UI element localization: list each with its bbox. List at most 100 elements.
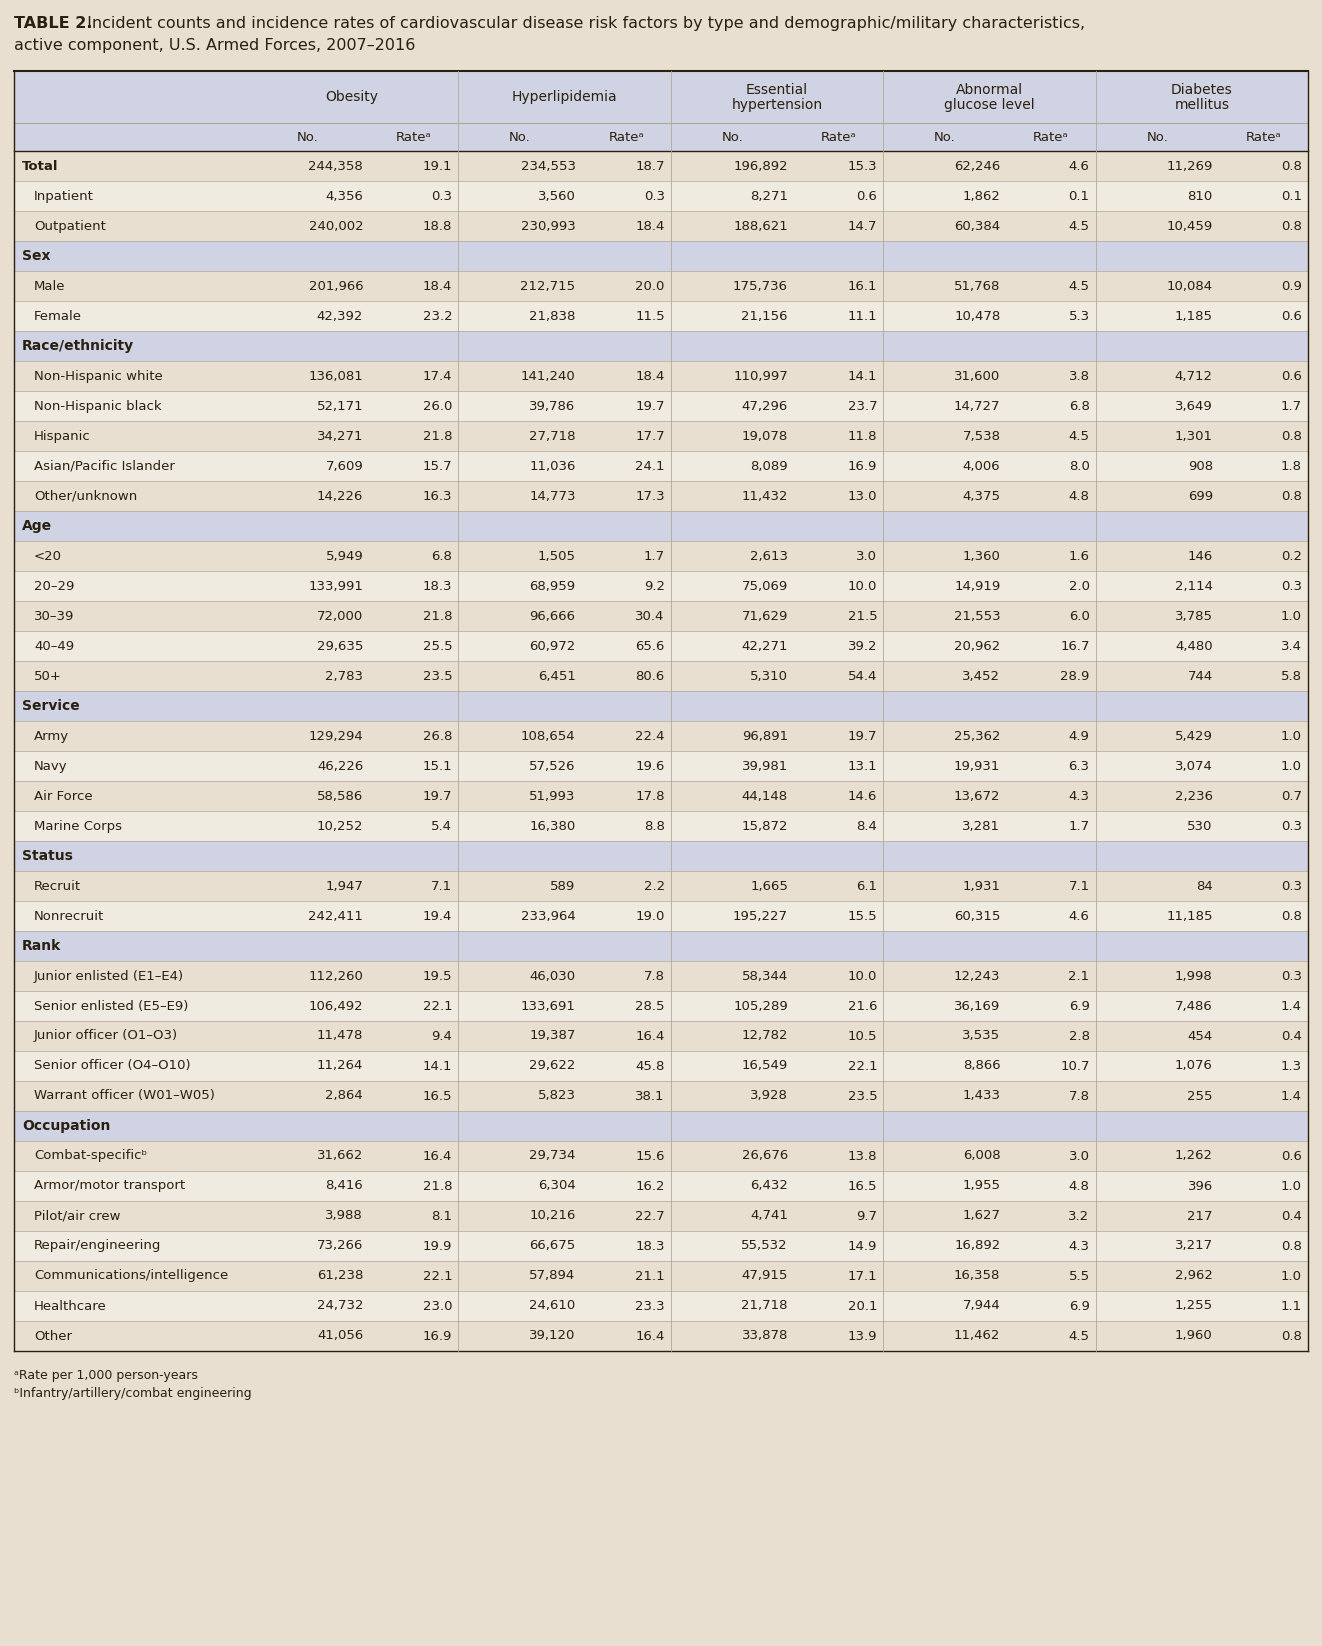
Text: 21.8: 21.8 xyxy=(423,609,452,622)
Bar xyxy=(15,1052,1307,1081)
Bar xyxy=(15,571,1307,601)
Text: 21,156: 21,156 xyxy=(742,309,788,323)
Text: 46,030: 46,030 xyxy=(530,969,575,983)
Text: 16.4: 16.4 xyxy=(423,1149,452,1162)
Bar xyxy=(15,331,1307,360)
Text: 22.1: 22.1 xyxy=(423,999,452,1012)
Text: No.: No. xyxy=(933,130,956,143)
Text: 39,120: 39,120 xyxy=(529,1330,575,1343)
Text: 4.6: 4.6 xyxy=(1068,910,1089,922)
Text: 1,627: 1,627 xyxy=(962,1210,1001,1223)
Text: Rateᵃ: Rateᵃ xyxy=(821,130,857,143)
Text: 16.9: 16.9 xyxy=(847,459,878,472)
Text: 1,360: 1,360 xyxy=(962,550,1001,563)
Text: Nonrecruit: Nonrecruit xyxy=(34,910,104,922)
Text: 8.1: 8.1 xyxy=(431,1210,452,1223)
Text: 234,553: 234,553 xyxy=(521,160,575,173)
Text: No.: No. xyxy=(296,130,319,143)
Text: 4.5: 4.5 xyxy=(1068,1330,1089,1343)
Text: 23.0: 23.0 xyxy=(423,1299,452,1312)
Text: ᵃRate per 1,000 person-years: ᵃRate per 1,000 person-years xyxy=(15,1369,198,1383)
Text: 39,786: 39,786 xyxy=(529,400,575,413)
Text: 62,246: 62,246 xyxy=(954,160,1001,173)
Text: 1.0: 1.0 xyxy=(1281,609,1302,622)
Text: 50+: 50+ xyxy=(34,670,62,683)
Text: 19.9: 19.9 xyxy=(423,1239,452,1253)
Text: 31,600: 31,600 xyxy=(954,369,1001,382)
Text: 17.8: 17.8 xyxy=(636,790,665,803)
Text: 1.3: 1.3 xyxy=(1281,1060,1302,1073)
Text: 0.8: 0.8 xyxy=(1281,160,1302,173)
Text: Total: Total xyxy=(22,160,58,173)
Text: 10.7: 10.7 xyxy=(1060,1060,1089,1073)
Text: 16.4: 16.4 xyxy=(636,1029,665,1042)
Text: 1,947: 1,947 xyxy=(325,879,364,892)
Text: 0.8: 0.8 xyxy=(1281,1330,1302,1343)
Text: 44,148: 44,148 xyxy=(742,790,788,803)
Text: 16,892: 16,892 xyxy=(954,1239,1001,1253)
Text: 16.9: 16.9 xyxy=(423,1330,452,1343)
Text: Hyperlipidemia: Hyperlipidemia xyxy=(512,91,617,104)
Text: 10,216: 10,216 xyxy=(529,1210,575,1223)
Text: 233,964: 233,964 xyxy=(521,910,575,922)
Text: 16,358: 16,358 xyxy=(954,1269,1001,1282)
Text: 29,734: 29,734 xyxy=(529,1149,575,1162)
Text: Age: Age xyxy=(22,518,52,533)
Text: 60,384: 60,384 xyxy=(954,219,1001,232)
Text: 19,078: 19,078 xyxy=(742,430,788,443)
Text: 15.6: 15.6 xyxy=(636,1149,665,1162)
Text: Navy: Navy xyxy=(34,759,67,772)
Text: 13.1: 13.1 xyxy=(847,759,878,772)
Text: 0.1: 0.1 xyxy=(1068,189,1089,202)
Bar xyxy=(15,151,1307,181)
Text: 133,991: 133,991 xyxy=(308,579,364,593)
Text: 3,074: 3,074 xyxy=(1175,759,1212,772)
Text: 3,535: 3,535 xyxy=(962,1029,1001,1042)
Text: 3.0: 3.0 xyxy=(857,550,878,563)
Text: 10,459: 10,459 xyxy=(1166,219,1212,232)
Text: Repair/engineering: Repair/engineering xyxy=(34,1239,161,1253)
Text: <20: <20 xyxy=(34,550,62,563)
Text: 16.3: 16.3 xyxy=(423,489,452,502)
Text: 13.0: 13.0 xyxy=(847,489,878,502)
Text: 4.3: 4.3 xyxy=(1068,790,1089,803)
Bar xyxy=(15,301,1307,331)
Text: 8,866: 8,866 xyxy=(962,1060,1001,1073)
Bar xyxy=(15,721,1307,751)
Text: hypertension: hypertension xyxy=(731,99,822,112)
Text: Other/unknown: Other/unknown xyxy=(34,489,137,502)
Text: 4.5: 4.5 xyxy=(1068,280,1089,293)
Text: 71,629: 71,629 xyxy=(742,609,788,622)
Text: 112,260: 112,260 xyxy=(308,969,364,983)
Text: Occupation: Occupation xyxy=(22,1119,110,1132)
Bar xyxy=(15,1021,1307,1052)
Text: 3.4: 3.4 xyxy=(1281,640,1302,652)
Text: 141,240: 141,240 xyxy=(521,369,575,382)
Text: 28.5: 28.5 xyxy=(636,999,665,1012)
Text: 15,872: 15,872 xyxy=(742,820,788,833)
Text: 27,718: 27,718 xyxy=(529,430,575,443)
Text: 16.1: 16.1 xyxy=(847,280,878,293)
Text: Essential: Essential xyxy=(746,82,808,97)
Text: 22.4: 22.4 xyxy=(636,729,665,742)
Text: 18.4: 18.4 xyxy=(636,219,665,232)
Text: 14.6: 14.6 xyxy=(847,790,878,803)
Bar xyxy=(15,392,1307,421)
Text: Asian/Pacific Islander: Asian/Pacific Islander xyxy=(34,459,175,472)
Text: 6,451: 6,451 xyxy=(538,670,575,683)
Text: 196,892: 196,892 xyxy=(734,160,788,173)
Text: Incident counts and incidence rates of cardiovascular disease risk factors by ty: Incident counts and incidence rates of c… xyxy=(82,16,1085,31)
Text: 24.1: 24.1 xyxy=(636,459,665,472)
Text: Rank: Rank xyxy=(22,938,61,953)
Text: 2,962: 2,962 xyxy=(1175,1269,1212,1282)
Text: 60,315: 60,315 xyxy=(954,910,1001,922)
Text: 7,609: 7,609 xyxy=(325,459,364,472)
Text: 10.0: 10.0 xyxy=(847,579,878,593)
Text: 73,266: 73,266 xyxy=(317,1239,364,1253)
Text: 19.7: 19.7 xyxy=(847,729,878,742)
Text: 39,981: 39,981 xyxy=(742,759,788,772)
Text: 1.7: 1.7 xyxy=(644,550,665,563)
Text: 1,076: 1,076 xyxy=(1175,1060,1212,1073)
Bar xyxy=(15,272,1307,301)
Text: 0.2: 0.2 xyxy=(1281,550,1302,563)
